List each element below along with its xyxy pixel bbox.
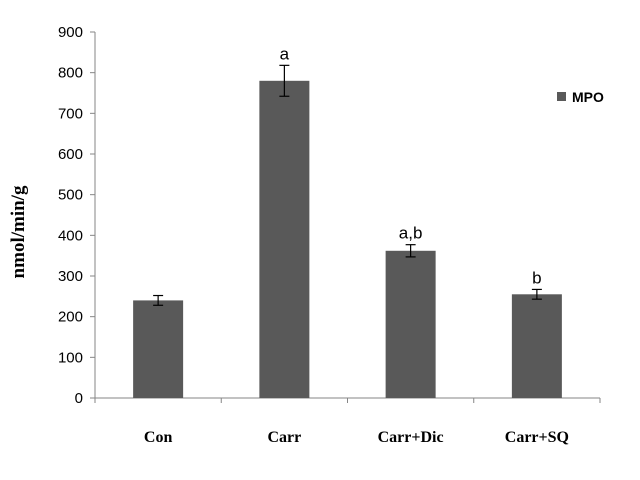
y-axis-label: nmol/min/g	[8, 185, 29, 278]
y-tick-label: 100	[58, 349, 83, 366]
x-tick-label: Carr	[267, 429, 301, 446]
plot-area: 0 100 200 300 400 500 600 700 800 900 Con a Carr a,b C…	[58, 24, 601, 446]
y-tick-label: 600	[58, 146, 83, 163]
legend-label-mpo: MPO	[572, 89, 604, 105]
legend: MPO	[557, 89, 604, 105]
significance-label: b	[532, 268, 541, 287]
y-tick-label: 900	[58, 24, 83, 41]
y-tick-label: 500	[58, 187, 83, 204]
y-tick-label: 400	[58, 227, 83, 244]
significance-label: a,b	[399, 224, 423, 243]
x-tick-label: Con	[144, 429, 173, 446]
bar-con	[133, 300, 184, 398]
y-tick-label: 700	[58, 105, 83, 122]
y-tick-label: 200	[58, 309, 83, 326]
bar-carr-sq	[511, 294, 562, 398]
bar-carr	[259, 80, 310, 399]
x-tick-label: Carr+SQ	[505, 429, 569, 446]
x-tick-label: Carr+Dic	[378, 429, 444, 446]
y-tick-label: 0	[75, 390, 83, 407]
legend-swatch	[557, 92, 566, 101]
y-tick-label: 300	[58, 268, 83, 285]
y-tick-label: 800	[58, 65, 83, 82]
bar-carr-dic	[385, 250, 436, 398]
significance-label: a	[280, 44, 290, 63]
